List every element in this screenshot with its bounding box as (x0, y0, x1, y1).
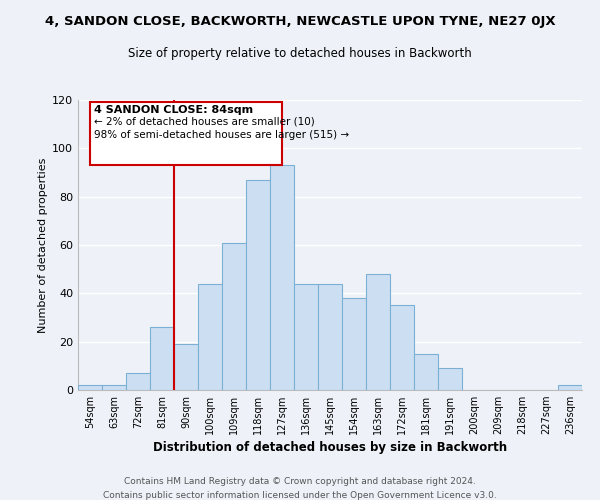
Text: ← 2% of detached houses are smaller (10): ← 2% of detached houses are smaller (10) (94, 117, 314, 127)
Bar (150, 327, 174, 390)
Bar (102, 385, 126, 390)
Bar (246, 180, 270, 390)
Bar (270, 166, 294, 390)
Text: Size of property relative to detached houses in Backworth: Size of property relative to detached ho… (128, 48, 472, 60)
Bar (294, 284, 318, 390)
Text: Contains HM Land Registry data © Crown copyright and database right 2024.: Contains HM Land Registry data © Crown c… (124, 478, 476, 486)
Bar (174, 344, 198, 390)
Text: 4 SANDON CLOSE: 84sqm: 4 SANDON CLOSE: 84sqm (94, 105, 253, 115)
Bar (414, 354, 438, 390)
Bar (390, 306, 414, 390)
Bar (222, 242, 246, 390)
Text: 98% of semi-detached houses are larger (515) →: 98% of semi-detached houses are larger (… (94, 130, 349, 140)
Bar (366, 274, 390, 390)
Bar (78, 385, 102, 390)
Bar (342, 298, 366, 390)
Bar (558, 385, 582, 390)
X-axis label: Distribution of detached houses by size in Backworth: Distribution of detached houses by size … (153, 442, 507, 454)
FancyBboxPatch shape (90, 102, 282, 166)
Bar (198, 284, 222, 390)
Text: Contains public sector information licensed under the Open Government Licence v3: Contains public sector information licen… (103, 491, 497, 500)
Y-axis label: Number of detached properties: Number of detached properties (38, 158, 48, 332)
Bar (438, 368, 462, 390)
Text: 4, SANDON CLOSE, BACKWORTH, NEWCASTLE UPON TYNE, NE27 0JX: 4, SANDON CLOSE, BACKWORTH, NEWCASTLE UP… (44, 15, 556, 28)
Bar (126, 373, 150, 390)
Bar (318, 284, 342, 390)
